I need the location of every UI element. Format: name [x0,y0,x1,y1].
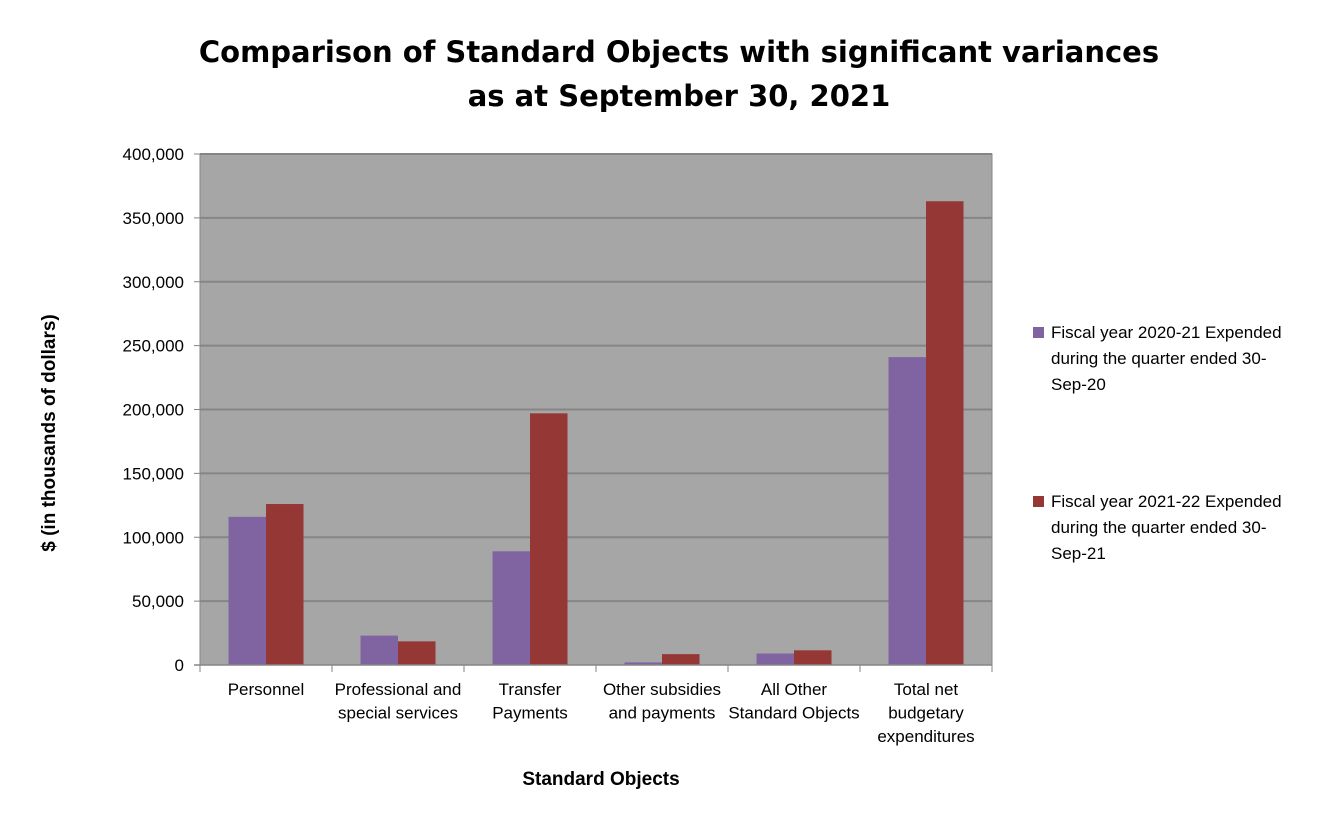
bar-fy2021-22 [398,641,436,665]
x-tick-label: Total net budgetary expenditures [877,680,974,746]
x-tick-label: All Other Standard Objects [728,680,859,723]
y-tick-label: 200,000 [123,401,184,420]
bar-fy2021-22 [662,654,700,665]
y-tick-label: 50,000 [132,592,184,611]
legend-item-fy2021-22: Fiscal year 2021-22 Expended during the … [1033,489,1323,567]
y-tick-label: 100,000 [123,528,184,547]
y-tick-label: 150,000 [123,464,184,483]
x-tick-label: Professional and special services [335,680,462,723]
x-tick-label: Other subsidies and payments [603,680,721,723]
bar-fy2020-21 [624,662,662,665]
chart-title-line-1: Comparison of Standard Objects with sign… [198,35,1160,69]
y-tick-label: 400,000 [123,145,184,164]
bar-fy2021-22 [794,650,832,665]
bar-fy2020-21 [360,635,398,665]
x-tick-label: Transfer Payments [492,680,568,723]
bar-fy2020-21 [756,653,794,665]
bar-fy2020-21 [228,516,266,665]
x-tick-label: Personnel [228,680,305,699]
legend-item-fy2020-21: Fiscal year 2020-21 Expended during the … [1033,320,1323,398]
legend-label-fy2021-22: Fiscal year 2021-22 Expended during the … [1051,492,1282,563]
y-tick-label: 0 [175,656,184,675]
chart-title-line-2: as at September 30, 2021 [467,79,891,113]
bar-fy2020-21 [888,357,926,665]
bar-fy2021-22 [266,504,304,665]
bar-fy2020-21 [492,551,530,665]
x-axis-title: Standard Objects [522,769,680,790]
legend-swatch-fy2021-22 [1033,496,1044,507]
y-tick-label: 350,000 [123,209,184,228]
chart-title: Comparison of Standard Objects with sign… [0,30,1340,118]
legend-label-fy2020-21: Fiscal year 2020-21 Expended during the … [1051,323,1282,394]
legend-swatch-fy2020-21 [1033,327,1044,338]
y-tick-label: 300,000 [123,273,184,292]
bar-fy2021-22 [530,413,568,665]
y-tick-label: 250,000 [123,337,184,356]
bar-fy2021-22 [926,201,964,665]
